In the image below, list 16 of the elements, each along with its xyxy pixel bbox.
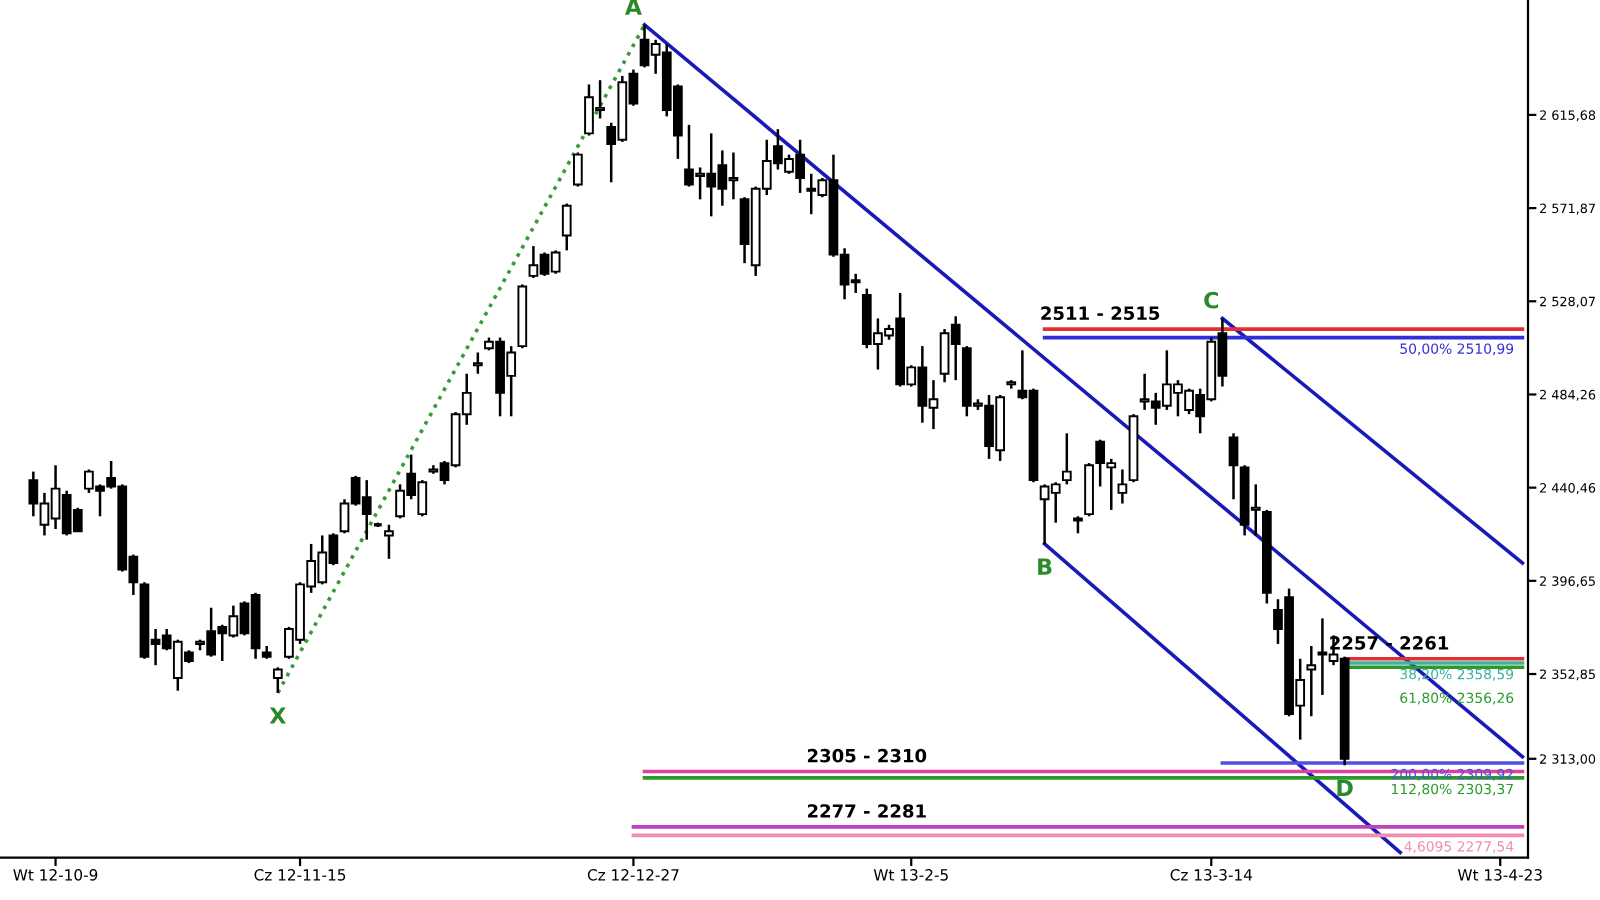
text: D <box>1337 779 1353 796</box>
series-label: 2277 - 2281 <box>807 804 926 818</box>
candlestick <box>573 151 583 188</box>
candlestick <box>1061 432 1072 486</box>
candlestick <box>1306 644 1317 718</box>
candlestick <box>384 523 394 561</box>
text: X <box>269 707 286 724</box>
candlestick <box>472 351 483 375</box>
candlestick <box>561 202 572 252</box>
candlestick <box>1228 432 1239 501</box>
text: B <box>1038 558 1052 575</box>
series-label: 2511 - 2515 <box>1041 306 1160 321</box>
candlestick <box>272 666 283 695</box>
series-label: 2305 - 2310 <box>807 748 927 763</box>
text: C <box>1204 291 1219 309</box>
candlestick <box>1117 468 1128 505</box>
